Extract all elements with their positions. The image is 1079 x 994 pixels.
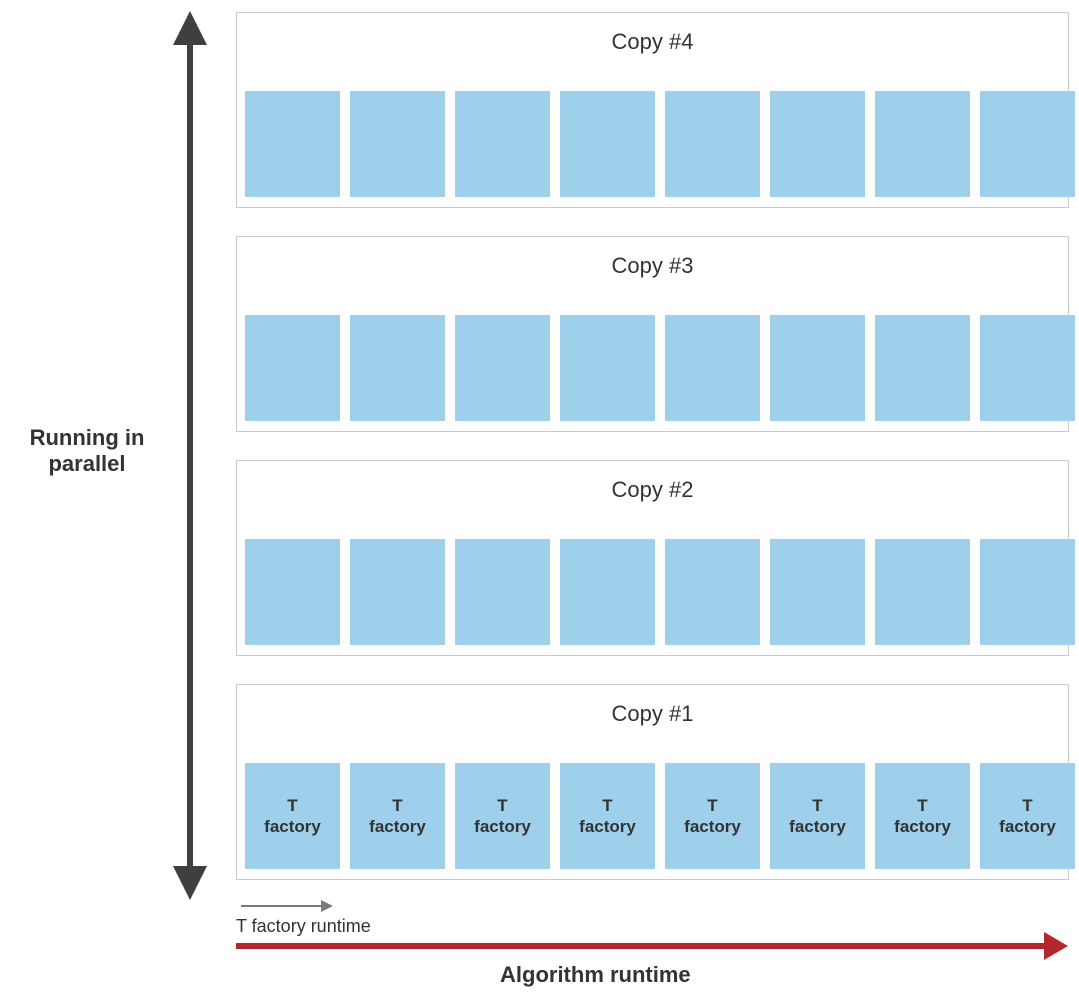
t-factory-box — [560, 91, 655, 197]
t-factory-box: Tfactory — [980, 763, 1075, 869]
t-factory-box-label-line1: T — [392, 795, 402, 816]
copy-panel: Copy #2 — [236, 460, 1069, 656]
t-factory-box: Tfactory — [245, 763, 340, 869]
t-factory-box — [455, 315, 550, 421]
t-factory-box — [980, 315, 1075, 421]
t-factory-box-label-line1: T — [287, 795, 297, 816]
t-factory-box: Tfactory — [875, 763, 970, 869]
t-factory-box: Tfactory — [350, 763, 445, 869]
t-factory-box — [455, 539, 550, 645]
t-factory-box-label-line2: factory — [369, 816, 426, 837]
t-factory-box — [455, 91, 550, 197]
t-factory-box-label-line2: factory — [579, 816, 636, 837]
t-factory-runtime-label: T factory runtime — [236, 916, 371, 937]
t-factory-box: Tfactory — [560, 763, 655, 869]
t-factory-box-label-line2: factory — [789, 816, 846, 837]
t-factory-box — [770, 315, 865, 421]
t-factory-box-label-line1: T — [812, 795, 822, 816]
t-factory-box — [875, 91, 970, 197]
t-factory-box: Tfactory — [665, 763, 760, 869]
t-factory-box — [980, 91, 1075, 197]
copy-panel-title: Copy #2 — [237, 477, 1068, 503]
diagram-stage: Running in parallel Copy #4 Copy #3 Copy #… — [0, 0, 1079, 994]
t-factory-box — [770, 91, 865, 197]
t-factory-box-label-line2: factory — [999, 816, 1056, 837]
t-factory-box — [350, 315, 445, 421]
t-factory-box — [245, 539, 340, 645]
copy-panel: Copy #3 — [236, 236, 1069, 432]
copy-panel-title: Copy #4 — [237, 29, 1068, 55]
t-factory-box-label-line1: T — [602, 795, 612, 816]
copy-panel: Copy #1TfactoryTfactoryTfactoryTfactoryT… — [236, 684, 1069, 880]
t-factory-box — [560, 539, 655, 645]
copy-panel: Copy #4 — [236, 12, 1069, 208]
t-factory-box — [350, 539, 445, 645]
t-factory-box — [665, 539, 760, 645]
t-factory-box-label-line2: factory — [684, 816, 741, 837]
t-factory-box — [245, 315, 340, 421]
t-factory-box: Tfactory — [770, 763, 865, 869]
t-factory-box — [875, 315, 970, 421]
t-factory-box — [665, 315, 760, 421]
t-factory-box-label-line2: factory — [474, 816, 531, 837]
algorithm-runtime-label: Algorithm runtime — [500, 962, 691, 988]
y-axis-label: Running in parallel — [7, 425, 167, 477]
t-factory-box — [665, 91, 760, 197]
copy-panel-title: Copy #3 — [237, 253, 1068, 279]
t-factory-box: Tfactory — [455, 763, 550, 869]
t-factory-box — [350, 91, 445, 197]
copy-panel-title: Copy #1 — [237, 701, 1068, 727]
t-factory-box — [875, 539, 970, 645]
t-factory-box-label-line2: factory — [894, 816, 951, 837]
t-factory-box-label-line1: T — [707, 795, 717, 816]
t-factory-box — [560, 315, 655, 421]
t-factory-box-label-line1: T — [497, 795, 507, 816]
t-factory-box-label-line1: T — [917, 795, 927, 816]
t-factory-box-label-line1: T — [1022, 795, 1032, 816]
t-factory-box-label-line2: factory — [264, 816, 321, 837]
t-factory-box — [770, 539, 865, 645]
t-factory-box — [245, 91, 340, 197]
t-factory-box — [980, 539, 1075, 645]
